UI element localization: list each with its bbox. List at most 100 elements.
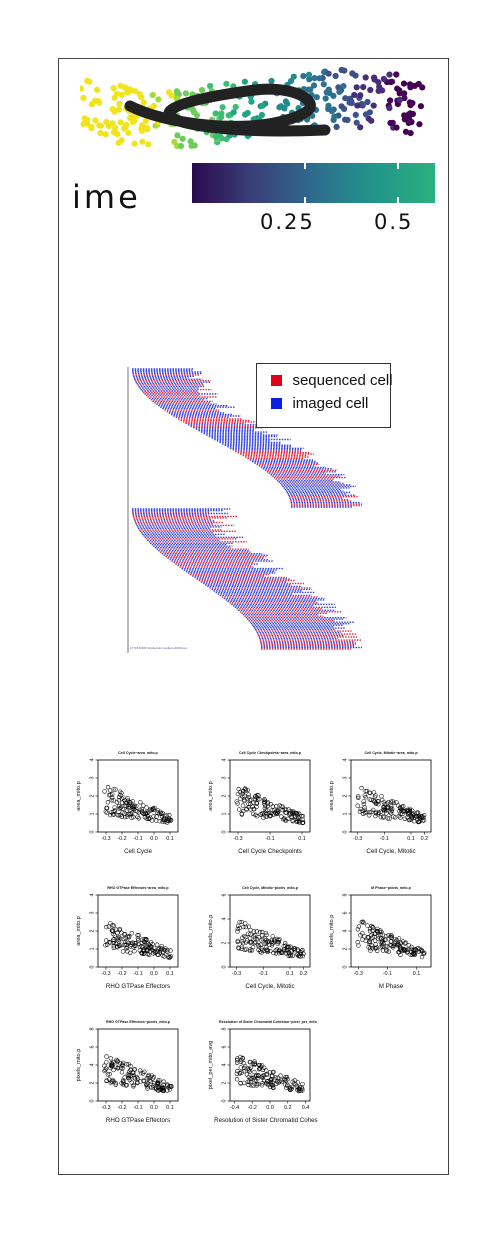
x-axis-label: Cell Cycle, Mitotic [366,848,415,855]
embedding-point [88,124,95,132]
embedding-point [330,106,337,113]
data-point [371,807,376,813]
data-point [254,801,260,806]
data-point [356,795,361,800]
data-point [249,1083,254,1088]
data-point [383,944,389,949]
data-point [269,939,274,944]
y-tick-label: 4 [90,1064,96,1067]
x-tick-label: 0.1 [166,971,174,977]
data-point [127,812,132,817]
data-point [266,939,272,944]
data-point [124,814,130,819]
data-point [377,929,382,934]
data-point [121,1080,126,1085]
data-point [247,1069,252,1074]
data-point [248,801,253,807]
data-point [129,931,134,936]
data-point [102,1068,107,1074]
data-point [103,943,108,948]
data-point [413,948,419,953]
data-point [252,796,258,802]
data-point [260,1067,265,1072]
data-point [375,929,380,934]
data-point [104,1054,109,1059]
y-tick-label: 3 [90,912,96,915]
embedding-point [370,102,377,109]
data-point [259,938,264,943]
embedding-point [368,117,375,124]
x-tick-label: 0.1 [298,836,306,842]
data-point [148,940,154,945]
x-tick-label: 0.2 [284,1105,292,1111]
colorbar-tick [304,163,306,169]
embedding-point [276,104,283,111]
embedding-point [219,104,226,111]
plot-title: Resolution of Sister Chromatid Cohesion~… [219,1020,318,1024]
data-point [258,942,263,947]
data-point [362,810,368,816]
embedding-point [94,86,101,93]
data-point [240,803,246,808]
data-point [256,1062,262,1068]
data-point [373,800,379,805]
data-point [145,1086,150,1091]
data-point [273,810,278,815]
embedding-point [112,124,119,131]
embedding-point [121,84,129,91]
y-tick-label: 6 [222,1046,228,1049]
scatter-plot: Cell Cycle, Mitotic~area_mito.p -0.3 -0.1 0… [329,751,432,855]
data-point [111,944,116,949]
embedding-point [371,76,378,83]
y-tick-label: 2 [222,942,228,945]
data-point [143,810,148,815]
legend-item-sequenced: sequenced cell [271,372,393,390]
data-point [118,805,123,811]
embedding-point [325,102,332,109]
data-point [356,794,361,799]
data-point [111,798,116,803]
data-point [159,946,164,951]
data-point [142,936,147,942]
embedding-point [80,85,84,92]
data-point [110,928,115,933]
data-point [404,950,410,955]
embedding-point [362,74,369,81]
data-point [118,805,124,810]
data-point [293,810,298,815]
embedding-point [408,118,415,126]
data-point [365,923,370,928]
data-point [367,813,372,818]
data-point [376,934,381,939]
data-point [357,809,363,814]
data-point [375,948,380,954]
data-point [243,934,248,940]
x-tick-label: -0.3 [101,971,110,977]
y-tick-label: 4 [222,759,228,762]
data-point [292,1078,297,1083]
data-point [113,787,118,792]
data-point [239,1070,244,1075]
embedding-point [362,111,370,118]
data-point [262,936,268,941]
y-axis-label: area_mito.p [76,781,82,811]
data-point [284,810,289,815]
x-tick-label: -0.3 [101,836,110,842]
data-point [389,939,394,944]
data-point [146,816,151,821]
data-point [236,923,241,929]
data-point [238,1059,244,1065]
embedding-point [330,92,337,99]
data-point [268,1070,273,1075]
x-axis-label: M Phase [379,983,404,990]
x-tick-label: -0.1 [133,971,142,977]
data-point [241,924,246,930]
y-tick-label: 8 [343,894,349,897]
embedding-point [80,94,87,102]
y-tick-label: 0 [222,831,228,834]
embedding-point [213,133,220,140]
x-tick-label: -0.1 [265,836,274,842]
data-point [371,798,376,803]
embedding-point [207,82,214,90]
embedding-point [110,85,117,92]
